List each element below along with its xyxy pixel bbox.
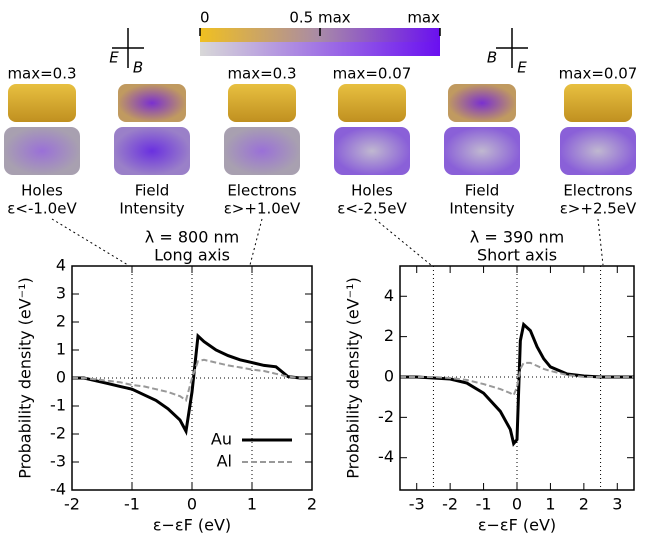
y-axis-label: Probability density (eV⁻¹) — [344, 277, 363, 479]
render-top — [8, 84, 76, 122]
chart-title: λ = 800 nm — [145, 228, 239, 247]
header: 0 0.5 max maxEBBEmax=0.3Holesε<-1.0eVField… — [4, 9, 637, 266]
chart-title: λ = 390 nm — [470, 228, 564, 247]
series-line — [72, 358, 312, 403]
caption: Electrons — [227, 182, 297, 200]
chart-subtitle: Long axis — [154, 246, 230, 265]
caption: ε<-1.0eV — [7, 200, 77, 218]
caption: Holes — [21, 182, 63, 200]
caption: ε<-2.5eV — [337, 200, 407, 218]
caption: ε>+1.0eV — [224, 200, 301, 218]
render-bottom — [444, 127, 520, 175]
connector — [249, 218, 263, 266]
render-top — [118, 84, 186, 122]
x-tick-label: 2 — [307, 495, 317, 514]
caption: Field — [135, 182, 170, 200]
render-top — [228, 84, 296, 122]
max-label: max=0.07 — [559, 65, 638, 83]
render-bottom — [224, 127, 300, 175]
render-bottom — [114, 127, 190, 175]
field-label: B — [487, 49, 497, 67]
max-label: max=0.3 — [227, 65, 296, 83]
plot-frame — [399, 265, 635, 491]
x-tick-label: -2 — [442, 495, 458, 514]
caption: Electrons — [563, 182, 633, 200]
cross-arrows — [496, 28, 528, 68]
field-label: E — [109, 49, 119, 67]
caption: ε>+2.5eV — [560, 200, 637, 218]
y-tick-label: 4 — [384, 286, 394, 305]
cross-arrows — [112, 28, 144, 68]
y-tick-label: -4 — [378, 447, 394, 466]
caption: Intensity — [449, 200, 514, 218]
y-tick-label: 4 — [56, 256, 66, 275]
render-bottom — [4, 127, 80, 175]
y-tick-label: 2 — [56, 312, 66, 331]
x-tick-label: 1 — [545, 495, 555, 514]
y-tick-label: 2 — [384, 326, 394, 345]
connector — [374, 218, 432, 266]
x-axis-label: ε−εF (eV) — [153, 516, 231, 535]
x-tick-label: -1 — [124, 495, 140, 514]
y-tick-label: 3 — [56, 284, 66, 303]
field-label: E — [517, 59, 527, 77]
colorbar-label: max — [407, 9, 440, 27]
y-tick-label: -3 — [50, 452, 66, 471]
x-tick-label: 0 — [187, 495, 197, 514]
render-top — [564, 84, 632, 122]
x-tick-label: -3 — [409, 495, 425, 514]
x-tick-label: -2 — [64, 495, 80, 514]
legend-label: Al — [217, 452, 232, 471]
y-tick-label: -1 — [50, 396, 66, 415]
render-bottom — [334, 127, 410, 175]
caption: Intensity — [119, 200, 184, 218]
caption: Field — [465, 182, 500, 200]
render-top — [448, 84, 516, 122]
y-tick-label: -2 — [378, 407, 394, 426]
colorbar-label: 0 — [200, 9, 210, 27]
series-line — [72, 332, 312, 436]
x-tick-label: 2 — [579, 495, 589, 514]
y-tick-label: -4 — [50, 480, 66, 499]
plot-frame — [71, 265, 313, 491]
connector — [597, 218, 604, 266]
series-line — [400, 321, 634, 447]
field-label: B — [133, 59, 143, 77]
legend-label: Au — [211, 430, 232, 449]
y-tick-label: -2 — [50, 424, 66, 443]
y-axis-label: Probability density (eV⁻¹) — [16, 277, 35, 479]
max-label: max=0.07 — [333, 65, 412, 83]
x-tick-label: 0 — [512, 495, 522, 514]
y-tick-label: 0 — [56, 368, 66, 387]
max-label: max=0.3 — [7, 65, 76, 83]
render-top — [338, 84, 406, 122]
y-tick-label: 0 — [384, 366, 394, 385]
colorbar — [200, 42, 440, 56]
x-axis-label: ε−εF (eV) — [478, 516, 556, 535]
chart-subtitle: Short axis — [477, 246, 557, 265]
colorbar-label: 0.5 max — [289, 9, 350, 27]
series-line — [400, 361, 634, 397]
caption: Holes — [351, 182, 393, 200]
y-tick-label: 1 — [56, 340, 66, 359]
x-tick-label: 3 — [612, 495, 622, 514]
x-tick-label: -1 — [476, 495, 492, 514]
render-bottom — [560, 127, 636, 175]
x-tick-label: 1 — [247, 495, 257, 514]
